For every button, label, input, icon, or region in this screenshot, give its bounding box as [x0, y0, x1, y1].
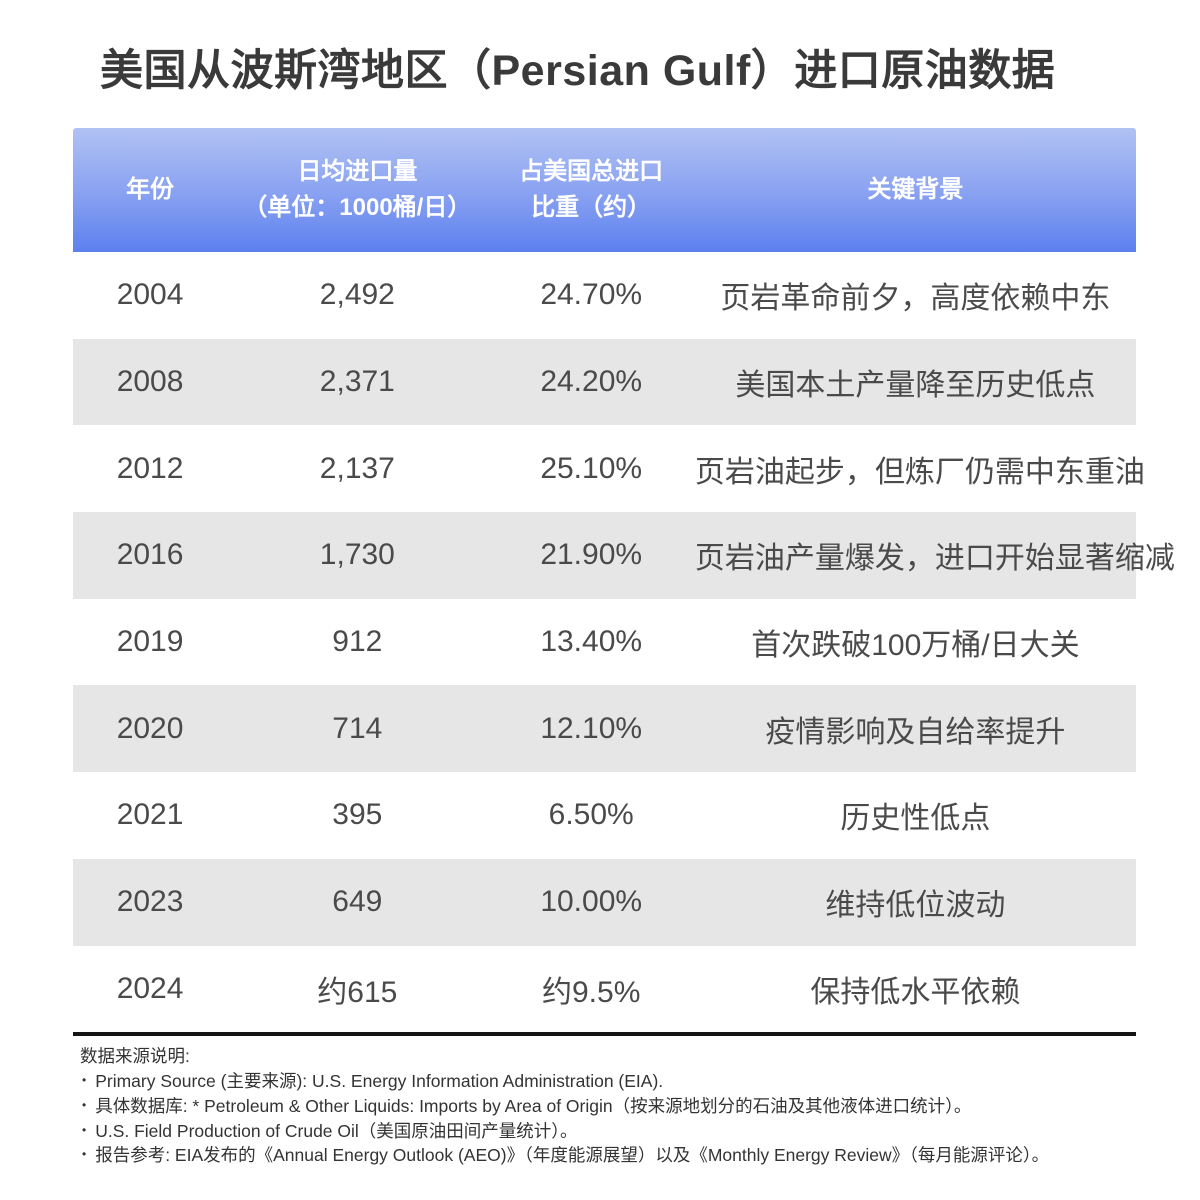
volume-cell: 1,730 — [319, 538, 395, 572]
table-row: 2004 2,492 24.70% 页岩革命前夕，高度依赖中东 — [73, 252, 1136, 339]
share-cell: 约9.5% — [541, 975, 641, 1009]
table-row: 2016 1,730 21.90% 页岩油产量爆发，进口开始显著缩减 — [73, 512, 1175, 599]
share-cell: 12.10% — [540, 711, 643, 745]
table-row: 2012 2,137 25.10% 页岩油起步，但炼厂仍需中东重油 — [73, 425, 1145, 513]
context-cell: 保持低水平依赖 — [810, 975, 1021, 1009]
volume-cell: 912 — [332, 625, 383, 659]
context-cell: 首次跌破100万桶/日大关 — [751, 629, 1080, 663]
header-context-label: 关键背景 — [867, 176, 964, 203]
header-volume: 日均进口量 （单位：1000桶/日） — [227, 154, 487, 226]
volume-cell: 649 — [332, 885, 383, 919]
volume-cell: 2,137 — [319, 451, 395, 485]
source-notes-list: • Primary Source (主要来源): U.S. Energy Info… — [80, 1069, 1150, 1168]
year-cell: 2024 — [116, 971, 184, 1005]
year-cell: 2020 — [116, 711, 184, 745]
volume-cell: 714 — [332, 711, 383, 745]
context-cell: 页岩油产量爆发，进口开始显著缩减 — [694, 542, 1175, 576]
context-cell: 维持低位波动 — [825, 889, 1006, 923]
header-share-label: 占美国总进口 — [519, 158, 664, 185]
page-title: 美国从波斯湾地区（Persian Gulf）进口原油数据 — [100, 47, 1056, 95]
header-share-sub: 比重（约） — [531, 194, 652, 221]
bullet-icon: • — [82, 1122, 87, 1137]
volume-cell: 约615 — [317, 975, 398, 1009]
header-year: 年份 — [73, 172, 227, 208]
header-volume-unit: （单位：1000桶/日） — [243, 194, 472, 221]
year-cell: 2021 — [116, 798, 184, 832]
share-cell: 6.50% — [548, 798, 634, 832]
source-note: • U.S. Field Production of Crude Oil（美国原油… — [80, 1119, 1150, 1144]
source-note-text: U.S. Field Production of Crude Oil（美国原油田… — [95, 1120, 578, 1141]
share-cell: 13.40% — [540, 625, 643, 659]
table-row: 2021 395 6.50% 历史性低点 — [73, 772, 1136, 859]
header-year-label: 年份 — [126, 176, 175, 203]
year-cell: 2012 — [116, 451, 184, 485]
context-cell: 美国本土产量降至历史低点 — [735, 369, 1096, 403]
source-note-text: 报告参考: EIA发布的《Annual Energy Outlook (AEO)… — [95, 1145, 1050, 1166]
context-cell: 历史性低点 — [840, 802, 991, 836]
header-volume-label: 日均进口量 — [297, 158, 418, 185]
year-cell: 2019 — [116, 625, 184, 659]
table-header-row: 年份 日均进口量 （单位：1000桶/日） 占美国总进口 比重（约） 关键背景 — [73, 128, 1136, 252]
volume-cell: 2,492 — [319, 278, 395, 312]
share-cell: 25.10% — [540, 451, 643, 485]
share-cell: 21.90% — [540, 538, 643, 572]
year-cell: 2004 — [116, 278, 184, 312]
source-note: • Primary Source (主要来源): U.S. Energy Info… — [80, 1069, 1150, 1094]
share-cell: 24.70% — [540, 278, 643, 312]
data-table: 年份 日均进口量 （单位：1000桶/日） 占美国总进口 比重（约） 关键背景 … — [73, 128, 1175, 1037]
context-cell: 页岩油起步，但炼厂仍需中东重油 — [694, 455, 1145, 489]
context-cell: 疫情影响及自给率提升 — [765, 715, 1066, 749]
bullet-icon: • — [82, 1097, 87, 1112]
source-note: • 具体数据库: * Petroleum & Other Liquids: Imp… — [80, 1094, 1150, 1119]
year-cell: 2008 — [116, 365, 184, 399]
share-cell: 24.20% — [540, 365, 643, 399]
header-share: 占美国总进口 比重（约） — [488, 154, 695, 226]
header-context: 关键背景 — [695, 172, 1136, 208]
table-row: 2024 约615 约9.5% 保持低水平依赖 — [73, 945, 1136, 1033]
table-row: 2020 714 12.10% 疫情影响及自给率提升 — [73, 685, 1136, 773]
source-note: • 报告参考: EIA发布的《Annual Energy Outlook (AEO… — [80, 1143, 1150, 1168]
table-row: 2019 912 13.40% 首次跌破100万桶/日大关 — [73, 598, 1136, 686]
source-note-text: 具体数据库: * Petroleum & Other Liquids: Impo… — [95, 1095, 972, 1116]
table-body: 2004 2,492 24.70% 页岩革命前夕，高度依赖中东 2008 2,371 24.… — [73, 252, 1175, 1037]
table-row: 2023 649 10.00% 维持低位波动 — [73, 858, 1136, 946]
year-cell: 2016 — [116, 538, 184, 572]
volume-cell: 395 — [332, 798, 383, 832]
source-note-text: Primary Source (主要来源): U.S. Energy Infor… — [95, 1070, 664, 1091]
context-cell: 页岩革命前夕，高度依赖中东 — [720, 282, 1111, 316]
bullet-icon: • — [82, 1147, 87, 1162]
source-notes: 数据来源说明: • Primary Source (主要来源): U.S. Ene… — [80, 1044, 1150, 1168]
share-cell: 10.00% — [540, 885, 643, 919]
table-row: 2008 2,371 24.20% 美国本土产量降至历史低点 — [73, 338, 1136, 426]
volume-cell: 2,371 — [319, 365, 395, 399]
bullet-icon: • — [82, 1072, 87, 1087]
year-cell: 2023 — [116, 885, 184, 919]
source-notes-heading: 数据来源说明: — [80, 1046, 190, 1066]
